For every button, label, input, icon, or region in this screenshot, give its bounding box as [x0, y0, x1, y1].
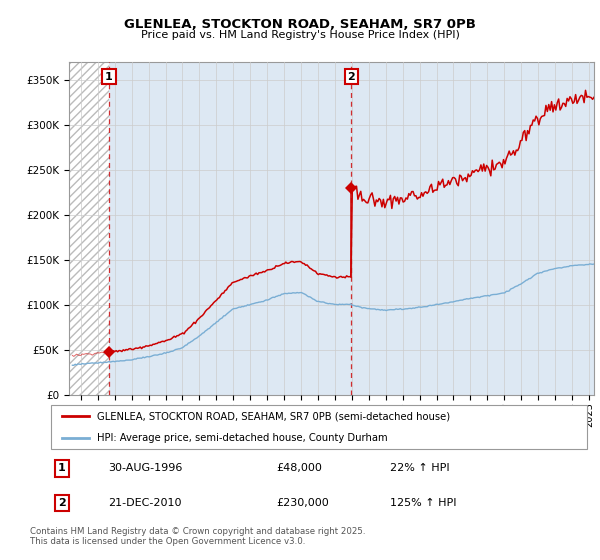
Text: 22% ↑ HPI: 22% ↑ HPI: [390, 464, 450, 473]
Text: Contains HM Land Registry data © Crown copyright and database right 2025.
This d: Contains HM Land Registry data © Crown c…: [30, 526, 365, 546]
FancyBboxPatch shape: [51, 405, 587, 449]
Text: 1: 1: [105, 72, 113, 82]
Text: 2: 2: [58, 498, 65, 508]
Text: GLENLEA, STOCKTON ROAD, SEAHAM, SR7 0PB (semi-detached house): GLENLEA, STOCKTON ROAD, SEAHAM, SR7 0PB …: [97, 411, 450, 421]
Polygon shape: [69, 62, 109, 395]
Text: £48,000: £48,000: [276, 464, 322, 473]
Text: Price paid vs. HM Land Registry's House Price Index (HPI): Price paid vs. HM Land Registry's House …: [140, 30, 460, 40]
Text: £230,000: £230,000: [276, 498, 329, 508]
Text: 125% ↑ HPI: 125% ↑ HPI: [390, 498, 457, 508]
Text: 30-AUG-1996: 30-AUG-1996: [108, 464, 182, 473]
Text: 1: 1: [58, 464, 65, 473]
Text: 21-DEC-2010: 21-DEC-2010: [108, 498, 181, 508]
Text: HPI: Average price, semi-detached house, County Durham: HPI: Average price, semi-detached house,…: [97, 433, 388, 443]
Text: GLENLEA, STOCKTON ROAD, SEAHAM, SR7 0PB: GLENLEA, STOCKTON ROAD, SEAHAM, SR7 0PB: [124, 18, 476, 31]
Text: 2: 2: [347, 72, 355, 82]
